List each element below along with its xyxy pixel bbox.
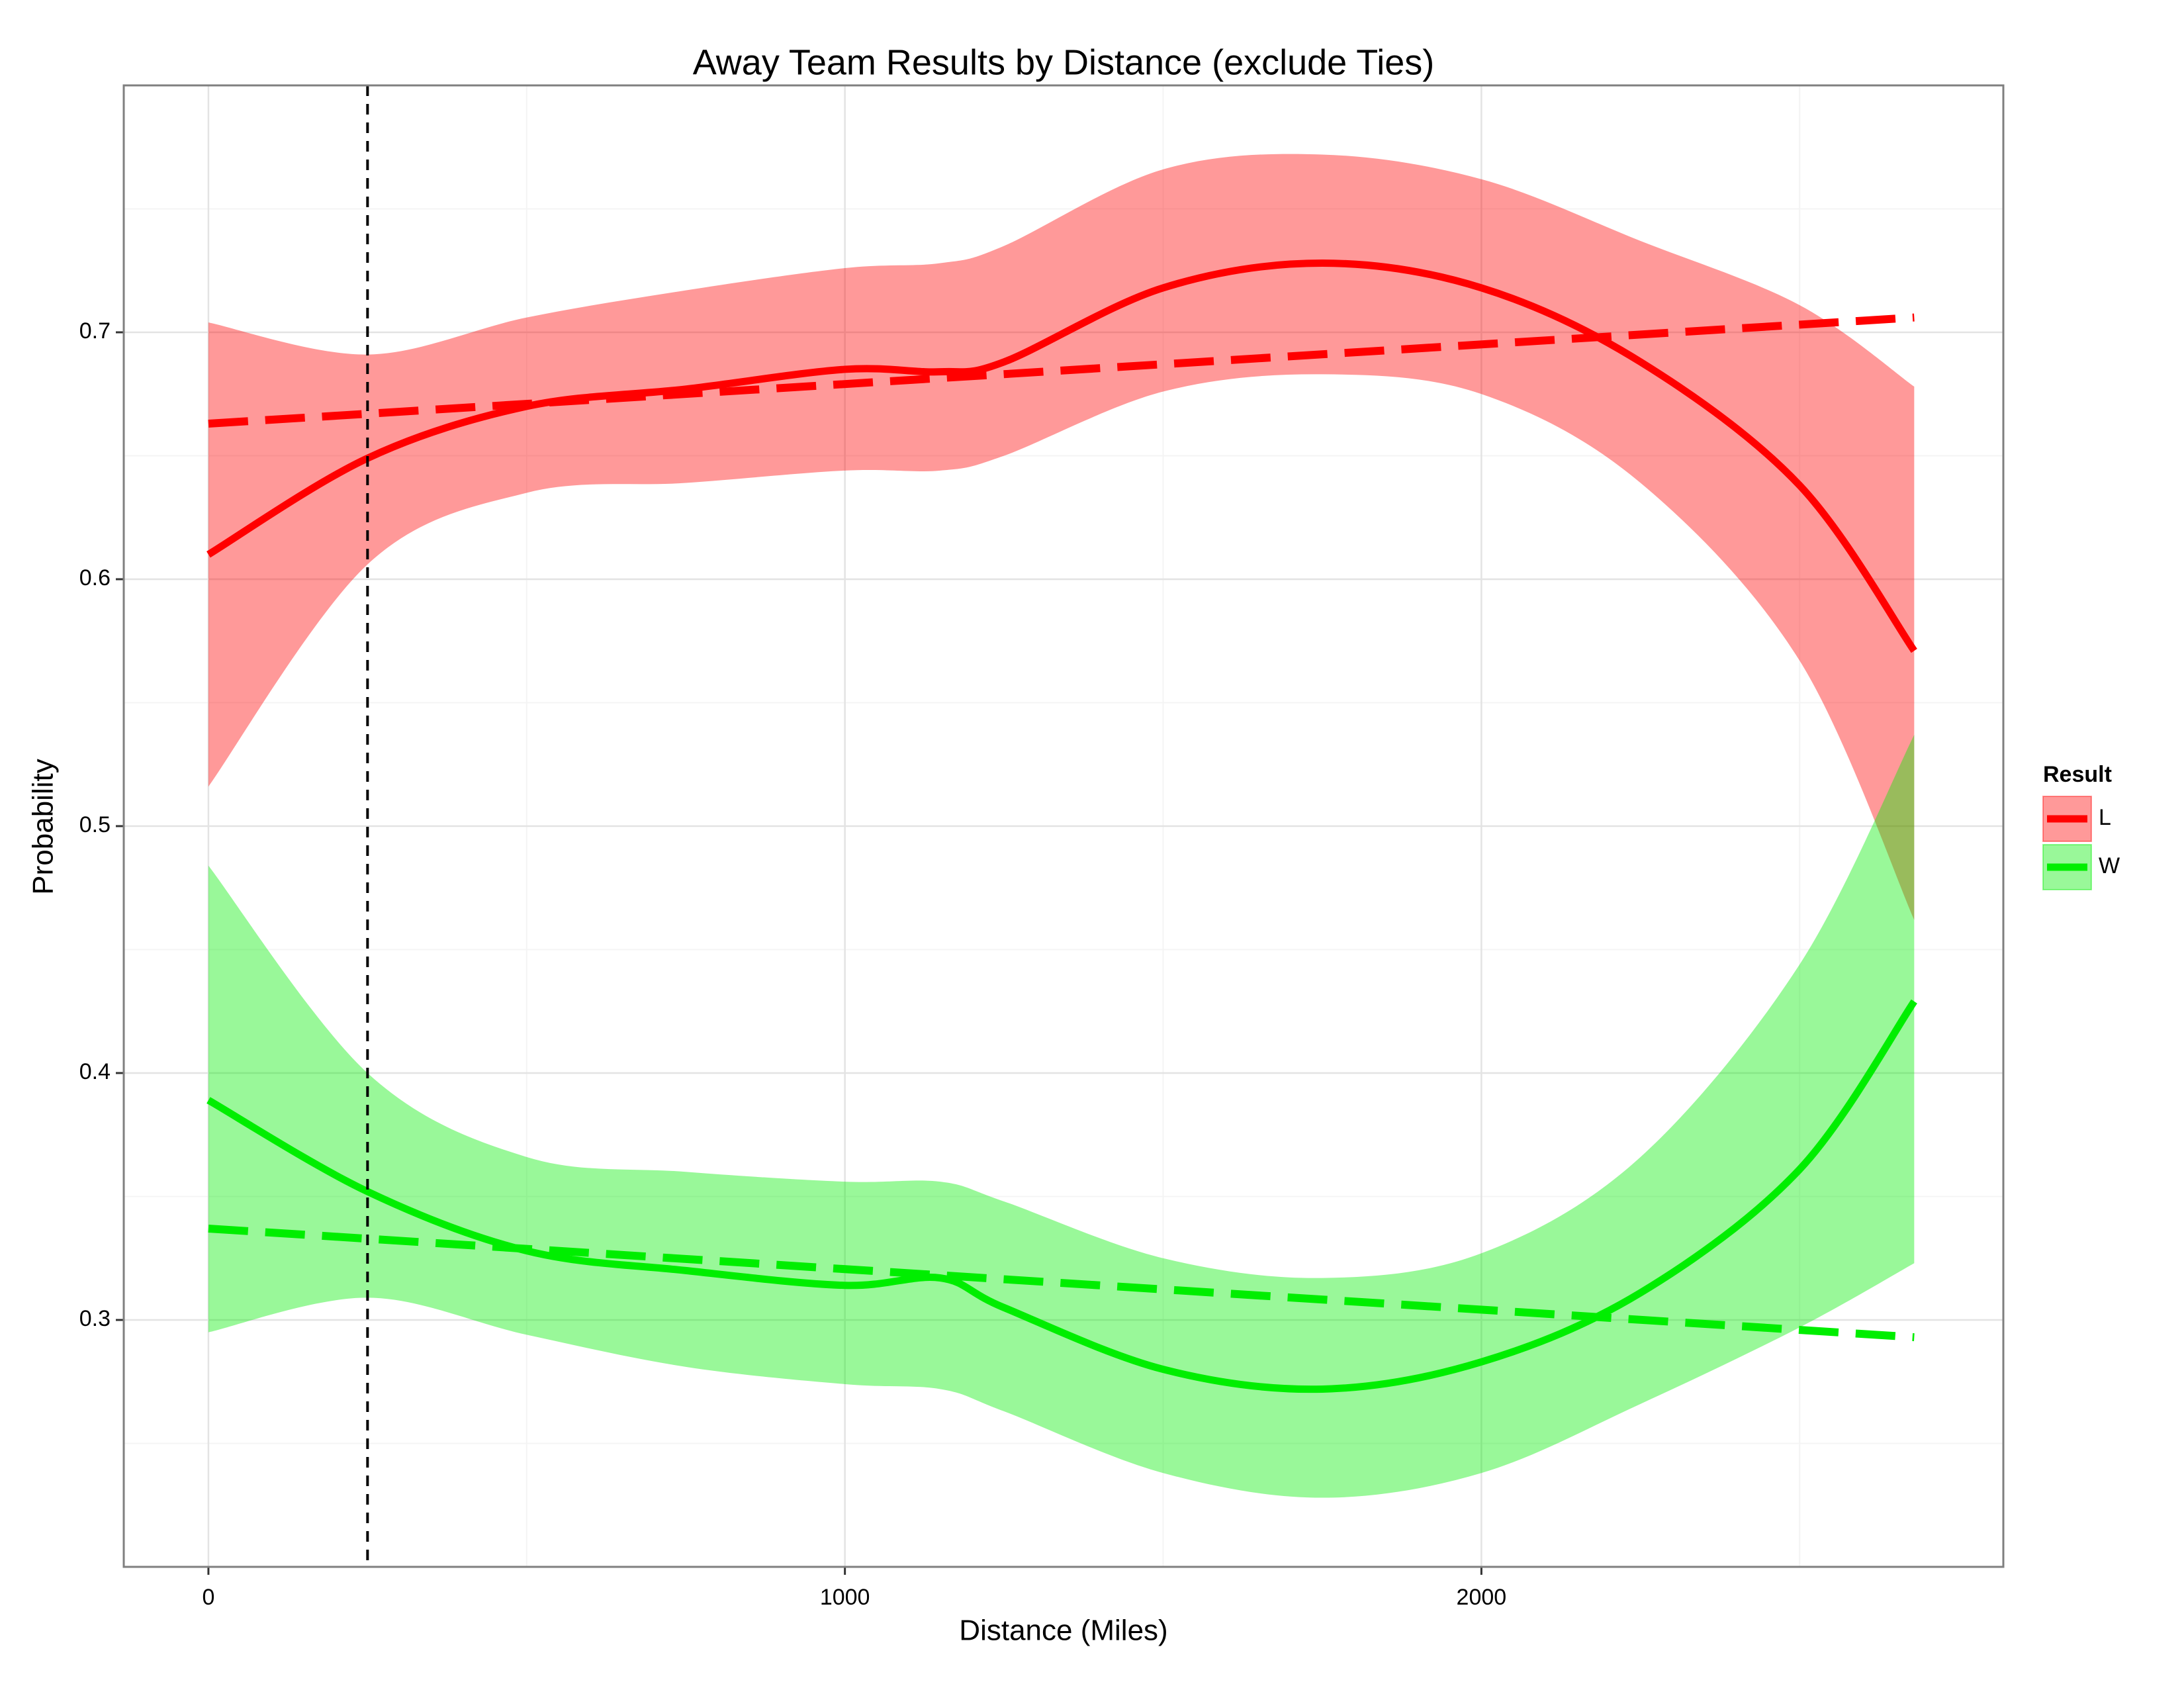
y-tick-label: 0.7 [79,318,111,344]
linear-fit [208,313,1915,428]
y-axis-title: Probability [27,759,60,894]
legend-label: W [2099,853,2120,878]
plot-border [122,84,2005,1568]
chart-title: Away Team Results by Distance (exclude T… [693,42,1434,82]
smooth-line [206,259,1917,653]
legend-label: L [2099,805,2111,830]
x-tick-label: 1000 [820,1585,870,1610]
linear-fit [208,1225,1915,1342]
y-tick-label: 0.3 [79,1306,111,1331]
y-tick-label: 0.5 [79,812,111,837]
x-tick-label: 0 [202,1585,214,1610]
x-axis-title: Distance (Miles) [959,1615,1167,1647]
x-tick-label: 2000 [1457,1585,1507,1610]
y-tick-label: 0.4 [79,1059,111,1084]
smooth-line [206,999,1917,1393]
legend-title: Result [2043,762,2112,787]
y-tick-label: 0.6 [79,565,111,590]
